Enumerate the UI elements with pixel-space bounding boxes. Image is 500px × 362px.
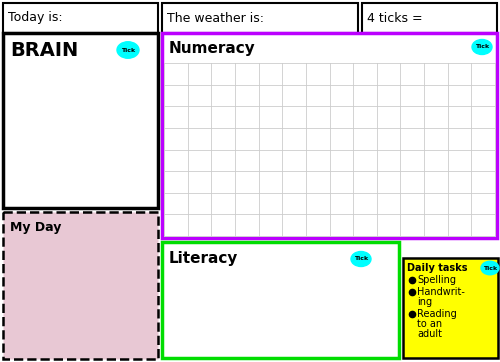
Text: Spelling: Spelling bbox=[417, 275, 456, 285]
Text: 4 ticks =: 4 ticks = bbox=[367, 12, 422, 25]
Text: Literacy: Literacy bbox=[169, 251, 238, 265]
Bar bbox=[362, 3, 497, 33]
Text: Today is:: Today is: bbox=[8, 12, 62, 25]
Text: Reading: Reading bbox=[417, 309, 457, 319]
Ellipse shape bbox=[351, 252, 371, 266]
Text: Tick: Tick bbox=[354, 257, 368, 261]
Bar bbox=[403, 258, 498, 358]
Bar bbox=[162, 3, 358, 33]
Text: Tick: Tick bbox=[475, 45, 489, 50]
Text: to an: to an bbox=[417, 319, 442, 329]
Bar bbox=[162, 33, 497, 238]
Text: adult: adult bbox=[417, 329, 442, 339]
Text: My Day: My Day bbox=[10, 222, 62, 235]
Text: Tick: Tick bbox=[121, 47, 135, 52]
Bar bbox=[3, 212, 158, 359]
Text: Daily tasks: Daily tasks bbox=[407, 263, 468, 273]
Text: The weather is:: The weather is: bbox=[167, 12, 264, 25]
Text: Tick: Tick bbox=[483, 265, 497, 270]
Bar bbox=[162, 242, 399, 358]
Text: BRAIN: BRAIN bbox=[10, 42, 78, 60]
Ellipse shape bbox=[481, 261, 499, 275]
Bar bbox=[3, 3, 158, 33]
Ellipse shape bbox=[472, 39, 492, 55]
Text: ing: ing bbox=[417, 297, 432, 307]
Ellipse shape bbox=[117, 42, 139, 58]
Text: Numeracy: Numeracy bbox=[169, 42, 256, 56]
Text: Handwrit-: Handwrit- bbox=[417, 287, 465, 297]
Bar bbox=[3, 33, 158, 208]
